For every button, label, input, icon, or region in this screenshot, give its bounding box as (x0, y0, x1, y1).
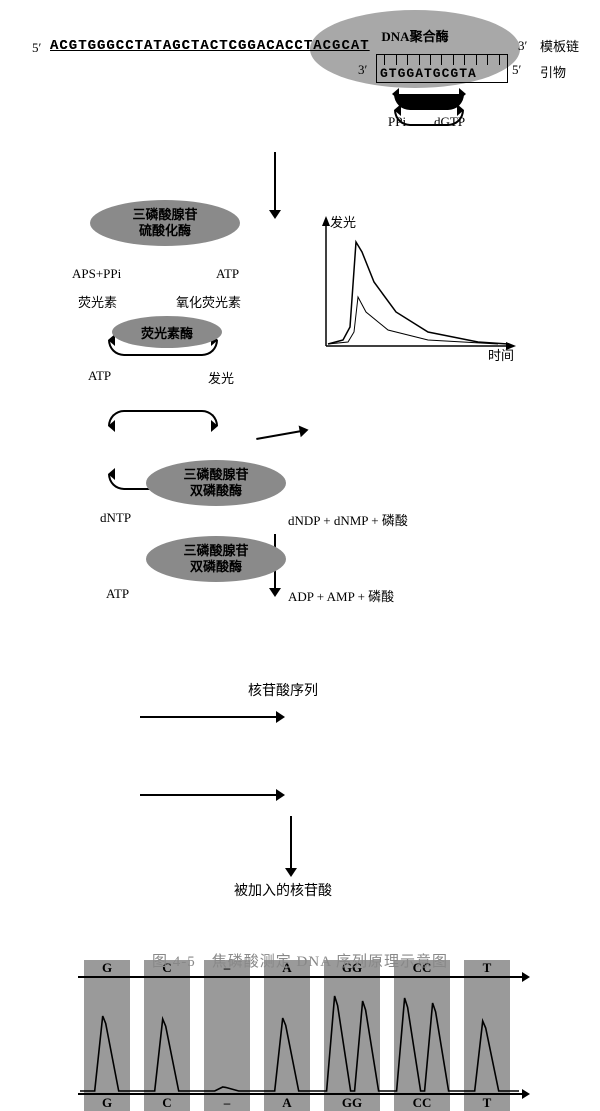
graph-svg (318, 212, 518, 362)
figure-caption: 图 4-5 焦磷酸测定 DNA 序列原理示意图 (0, 950, 600, 971)
five-prime-label: 5′ (32, 40, 41, 56)
arrow-down-1 (274, 152, 276, 212)
three-prime-left: 3′ (358, 62, 367, 78)
enzyme-apyrase-2: 三磷酸腺苷 双磷酸酶 (146, 536, 286, 582)
r3-left: dNTP (100, 510, 131, 526)
r3-right: dNDP + dNMP + 磷酸 (288, 510, 408, 529)
r1-left: APS+PPi (72, 266, 121, 282)
pyrogram-chart: GGCC––AAGGGGCCCCTT (78, 956, 523, 1111)
arrow-down-3 (290, 816, 292, 870)
r4-left: ATP (106, 586, 129, 602)
graph-x-label: 时间 (488, 345, 514, 364)
arrow-to-graph (256, 430, 302, 440)
r1-right: ATP (216, 266, 239, 282)
pyrogram-title: 核苷酸序列 (248, 680, 318, 700)
enzyme-sulfurylase: 三磷酸腺苷 硫酸化酶 (90, 200, 240, 246)
arc-reaction2-top (108, 410, 218, 426)
enzyme-apyrase-1: 三磷酸腺苷 双磷酸酶 (146, 460, 286, 506)
pyrogram-bottom-label: 被加入的核苷酸 (234, 880, 332, 900)
graph-y-label: 发光 (330, 212, 356, 231)
mid-right: 氧化荧光素 (176, 292, 241, 311)
r4-right: ADP + AMP + 磷酸 (288, 586, 394, 605)
ppi-label: PPi (388, 114, 406, 130)
template-sequence-overlay: ACGTGGGCCTATAGCTACTCGGACACCTACGCAT (50, 38, 370, 54)
enzyme-luciferase: 荧光素酶 (112, 316, 222, 348)
arrow-r3 (140, 716, 278, 718)
primer-sequence: GTGGATGCGTA (377, 65, 507, 82)
light-graph: 发光 时间 (318, 212, 518, 362)
r2-right: 发光 (208, 368, 234, 387)
ppi-arc (394, 94, 464, 110)
r2-left: ATP (88, 368, 111, 384)
dgtp-label: dGTP (434, 114, 465, 130)
polymerase-label: DNA聚合酶 (381, 26, 448, 45)
pyro-peaks-svg (78, 956, 523, 1111)
primer-ticks (377, 55, 507, 65)
primer-box: GTGGATGCGTA (376, 54, 508, 83)
mid-left: 荧光素 (78, 292, 117, 311)
three-prime-right: 3′ (518, 38, 527, 54)
label-template-strand: 模板链 (540, 36, 579, 55)
label-primer: 引物 (540, 62, 566, 81)
five-prime-right: 5′ (512, 62, 521, 78)
arrow-r4 (140, 794, 278, 796)
